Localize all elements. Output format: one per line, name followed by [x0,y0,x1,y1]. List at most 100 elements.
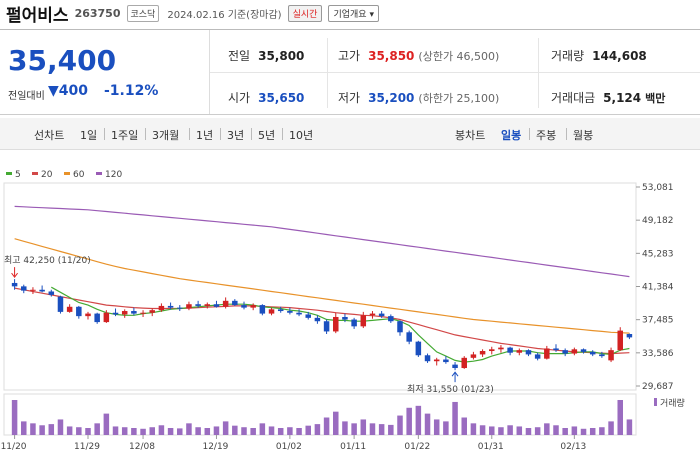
candle-body [489,349,495,352]
volume-bar [259,423,266,435]
x-tick-label: 01/31 [478,442,504,452]
candle-body [158,305,165,311]
candle-body [589,351,596,355]
candle-body [277,309,284,312]
legend-label-5: 5 [15,170,21,180]
volume-bar [103,413,110,435]
volume-bar [186,423,192,435]
candle-body [443,359,449,363]
volume-bar [479,425,486,435]
volume-bar [571,426,578,435]
candle-body [103,312,110,323]
period-daily[interactable]: 일봉 [501,129,522,142]
candle-body [241,305,247,308]
volume-label: 거래량 [551,49,585,63]
volume-bar [268,426,275,435]
candle-body [599,354,605,357]
legend-label-20: 20 [41,170,53,180]
volume-bar [85,428,91,435]
x-tick-label: 02/13 [560,442,586,452]
trade-amount: 거래대금 5,124 백만 [551,89,665,106]
volume-bar [553,425,559,435]
volume-bar [167,428,174,435]
candle-body [222,300,229,307]
prev-close-value: 35,800 [258,49,305,63]
candle-body [406,332,412,342]
x-tick-label: 11/29 [74,442,100,452]
candle-chart-label: 봉차트 [455,129,486,142]
period-5y[interactable]: 5년 [258,129,276,142]
change-value: ▼400 [48,83,88,99]
period-10y[interactable]: 10년 [289,129,314,142]
volume-legend-swatch [654,398,657,406]
candle-body [177,307,183,309]
volume-bar [57,419,64,435]
period-monthly[interactable]: 월봉 [573,129,594,142]
price-box: 35,400 전일대비 ▼400 -1.12% [0,30,210,114]
y-tick-label: 45,283 [642,249,674,259]
ma20-line [14,287,630,355]
period-3y[interactable]: 3년 [227,129,245,142]
volume-bar [342,421,348,435]
divider [251,128,252,140]
chart-annotations: 최고 42,250 (11/20) 최저 31,550 (01/23) [4,255,494,395]
plot-frame [3,182,637,391]
down-triangle-icon: ▼ [48,83,59,99]
legend-swatch [32,172,38,175]
volume-bar [305,425,311,435]
min-price-label: 최저 31,550 (01/23) [407,384,494,395]
legend-swatch [64,172,70,175]
volume-bar [544,423,550,435]
divider [145,128,146,140]
period-1d[interactable]: 1일 [80,129,98,142]
amount-value: 5,124 [603,91,642,105]
period-1w[interactable]: 1주일 [111,129,139,142]
y-tick-label: 49,182 [642,216,674,226]
candle-body [66,306,73,312]
volume-bar [388,424,394,435]
divider [327,38,328,108]
candle-body [57,296,64,312]
volume-bar [76,427,82,435]
period-3m[interactable]: 3개월 [152,129,180,142]
volume-bar [433,419,440,435]
volume-bar [443,421,449,435]
legend-swatch [6,172,12,175]
volume-bar [314,424,321,435]
open-value: 35,650 [258,91,305,105]
x-tick-label: 01/11 [340,442,366,452]
company-info-label: 기업개요 [333,9,367,20]
volume-bar [617,400,623,435]
max-arrow-head [11,272,18,278]
y-tick-label: 53,081 [642,183,674,193]
candle-body [268,309,275,314]
realtime-button[interactable]: 실시간 [287,4,323,22]
volume-bar [11,400,18,435]
volume-bar [333,411,339,435]
candle-body [39,289,45,292]
volume-bar [562,428,568,435]
market-badge: 코스닥 [126,4,160,22]
candle-body [580,349,587,352]
candle-body [507,347,513,353]
price-chart[interactable]: 5 20 60 120 최고 42,250 (11/20) 최저 31,550 (01/… [0,160,700,460]
candle-body [195,304,201,306]
ma5-line [51,286,630,363]
legend-label-60: 60 [73,170,85,180]
candle-body [232,300,238,306]
x-tick-label: 12/19 [202,442,228,452]
change-label: 전일대비 [8,91,45,102]
candle-body [314,317,321,322]
period-weekly[interactable]: 주봉 [536,129,557,142]
company-info-button[interactable]: 기업개요 ▾ [328,4,379,22]
candle-body [94,313,100,323]
divider [538,38,539,108]
volume-bar [599,427,605,435]
stock-code: 263750 [74,6,121,20]
candle-body [470,354,477,358]
candle-body [30,289,36,291]
candle-body [608,350,614,361]
chart-axes: 53,081 49,182 45,283 41,384 37,485 33,586 29,6… [1,183,674,452]
period-1y[interactable]: 1년 [196,129,214,142]
volume-bar [94,423,100,435]
